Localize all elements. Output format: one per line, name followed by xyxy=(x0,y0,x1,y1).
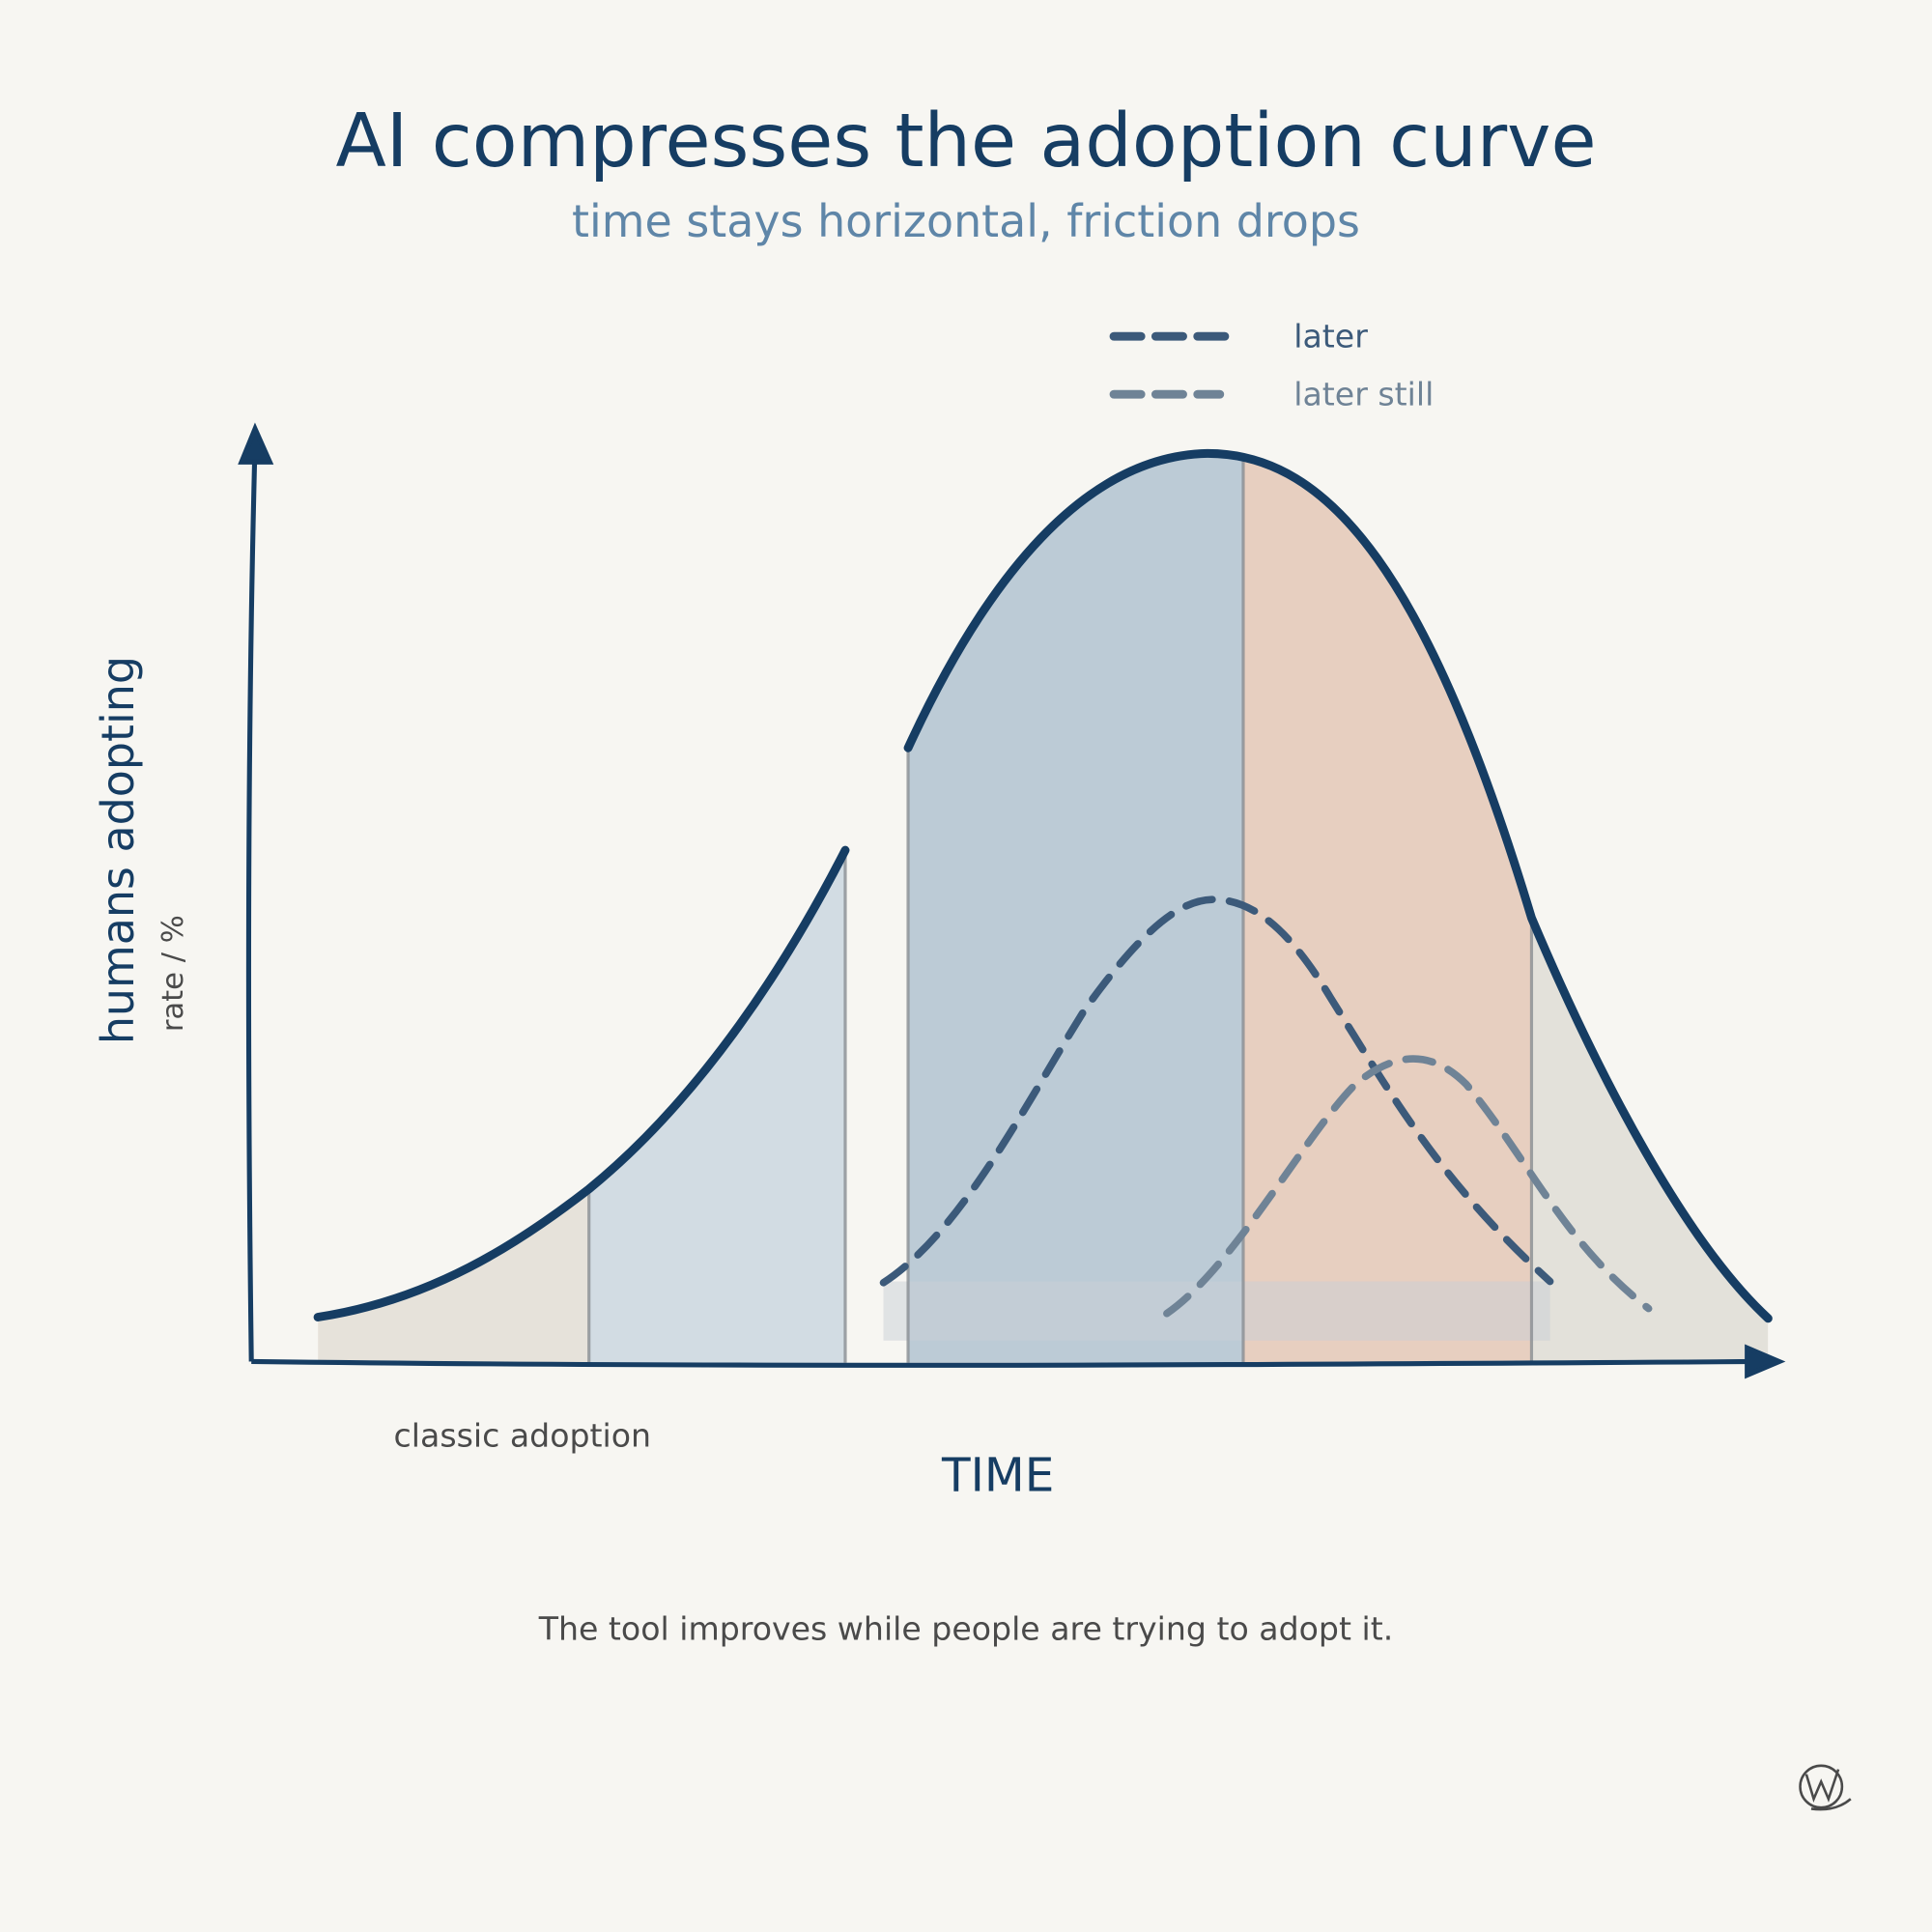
y-axis-sublabel: rate / % xyxy=(156,915,190,1032)
later-still-curve xyxy=(1163,1055,1653,1318)
later-curve xyxy=(879,895,1554,1287)
subtitle: time stays horizontal, friction drops xyxy=(572,195,1360,247)
title: AI compresses the adoption curve xyxy=(335,99,1596,185)
dividers xyxy=(587,458,1534,1363)
x-axis-label: TIME xyxy=(941,1448,1054,1502)
ai-curve xyxy=(903,448,1773,1323)
band xyxy=(883,1281,1550,1341)
caption: The tool improves while people are tryin… xyxy=(538,1610,1394,1648)
annotation: classic adoption xyxy=(394,1416,652,1454)
y-axis-label: humans adopting xyxy=(92,656,144,1044)
classic-curve xyxy=(313,845,850,1321)
axes xyxy=(238,422,1786,1379)
legend-label: later xyxy=(1293,318,1368,355)
legend-label: later still xyxy=(1293,376,1434,413)
signature xyxy=(1799,1764,1852,1811)
